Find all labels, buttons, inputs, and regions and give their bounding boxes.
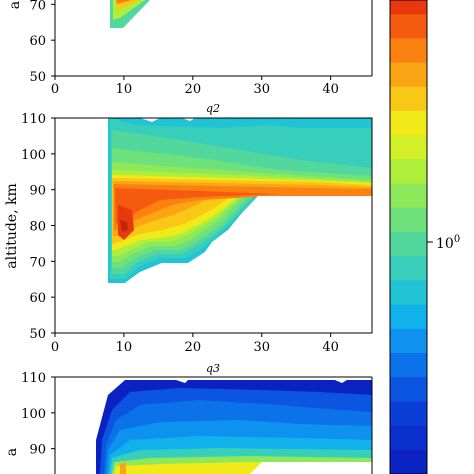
colorbar-cell-1 — [390, 14, 427, 39]
colorbar-cell-17 — [390, 401, 427, 427]
q2-level-11 — [115, 188, 280, 224]
colorbar-cell-16 — [390, 377, 427, 402]
q1-xtick-label-1: 10 — [116, 82, 133, 97]
q3-y-ticks: 90 100 110 — [21, 371, 55, 458]
colorbar-tick-exponent: 0 — [454, 234, 460, 245]
q1-xtick-label-2: 20 — [185, 82, 202, 97]
q2-xtick-label-0: 0 — [51, 340, 59, 355]
colorbar-cell-13 — [390, 304, 427, 330]
q3-dark-blotch — [170, 378, 190, 383]
q2-xtick-label-3: 30 — [253, 340, 270, 355]
q2-ylabel: altitude, km — [4, 183, 20, 268]
q2-title: q2 — [206, 102, 220, 115]
q2-xtick-label-1: 10 — [116, 340, 133, 355]
q3-white-region — [250, 462, 372, 474]
colorbar-cell-0 — [390, 0, 427, 15]
q1-ylabel: a — [7, 1, 23, 9]
colorbar-frame — [389, 0, 428, 474]
q3-title: q3 — [206, 362, 220, 375]
colorbar-cell-14 — [390, 328, 427, 354]
q2-ytick-label-1: 60 — [29, 291, 46, 306]
q3-ytick-label-2: 110 — [21, 371, 46, 386]
colorbar-cells — [390, 0, 427, 474]
colorbar-cell-4 — [390, 86, 427, 112]
colorbar-cell-19 — [390, 449, 427, 474]
q1-ytick-label-0: 50 — [29, 70, 46, 85]
q2-contours — [55, 118, 372, 333]
q1-y-ticks: 50 60 70 — [29, 0, 55, 85]
q1-xtick-label-0: 0 — [51, 82, 59, 97]
q2-ytick-label-0: 50 — [29, 327, 46, 342]
q1-ytick-label-2: 70 — [29, 0, 46, 13]
panel-q1: 50 60 70 0 10 20 30 40 a — [7, 0, 373, 97]
panel-q2: q2 50 60 70 80 90 100 110 0 10 20 30 40 — [4, 102, 373, 355]
q3-ytick-label-0: 90 — [29, 443, 46, 458]
colorbar-cell-2 — [390, 38, 427, 64]
colorbar-tick-base: 10 — [436, 236, 454, 252]
q1-xtick-label-3: 30 — [253, 82, 270, 97]
colorbar-tick-label: 100 — [436, 234, 460, 252]
q2-x-ticks: 0 10 20 30 40 — [51, 333, 339, 355]
colorbar-cell-10 — [390, 232, 427, 257]
q1-ytick-label-1: 60 — [29, 34, 46, 49]
q1-contours — [110, 0, 150, 28]
colorbar-cell-6 — [390, 135, 427, 160]
q3-left-blank — [55, 377, 96, 474]
q3-ylabel: a — [4, 448, 20, 456]
q1-x-ticks: 0 10 20 30 40 — [51, 76, 339, 97]
q2-white-region — [108, 196, 372, 333]
colorbar-cell-3 — [390, 62, 427, 88]
q2-ytick-label-6: 110 — [21, 112, 46, 127]
q2-y-ticks: 50 60 70 80 90 100 110 — [21, 112, 55, 342]
colorbar-cell-8 — [390, 183, 427, 209]
colorbar-cell-9 — [390, 207, 427, 233]
colorbar-cell-18 — [390, 425, 427, 451]
q3-contours — [55, 377, 372, 474]
q1-xtick-label-4: 40 — [322, 82, 339, 97]
colorbar: 100 — [389, 0, 460, 474]
q2-ytick-label-5: 100 — [21, 148, 46, 163]
q2-xtick-label-2: 20 — [185, 340, 202, 355]
colorbar-cell-15 — [390, 353, 427, 378]
q2-ytick-label-3: 80 — [29, 220, 46, 235]
q2-xtick-label-4: 40 — [322, 340, 339, 355]
q3-orange-peak — [120, 462, 126, 474]
panel-q3: q3 90 100 110 a — [4, 362, 373, 474]
colorbar-cell-7 — [390, 159, 427, 185]
q2-ytick-label-2: 70 — [29, 255, 46, 270]
q2-left-blank — [55, 118, 108, 333]
q3-dark-blotch-2 — [330, 378, 350, 383]
q2-top-nick — [140, 118, 160, 122]
colorbar-cell-11 — [390, 256, 427, 281]
q2-ytick-label-4: 90 — [29, 184, 46, 199]
colorbar-cell-5 — [390, 111, 427, 136]
q2-peak — [120, 220, 128, 232]
q3-ytick-label-1: 100 — [21, 407, 46, 422]
q2-top-nick-2 — [182, 118, 195, 121]
colorbar-cell-12 — [390, 280, 427, 306]
